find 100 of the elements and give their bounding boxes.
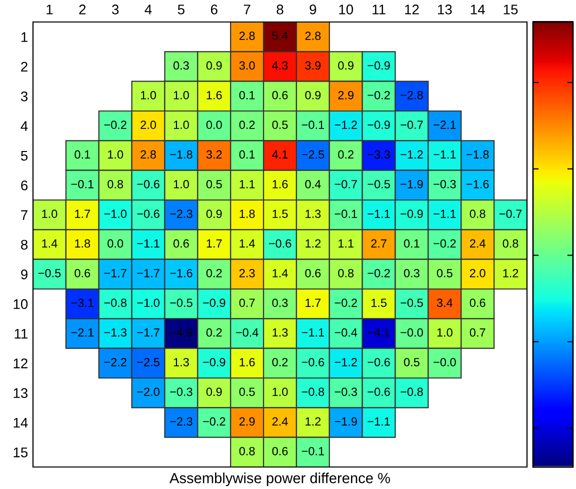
data-label: 2.3 bbox=[239, 268, 255, 278]
data-label: 3.0 bbox=[239, 61, 255, 70]
data-label: −1.2 bbox=[334, 120, 357, 129]
data-label: −0.6 bbox=[302, 358, 324, 366]
data-label: −3.3 bbox=[368, 150, 390, 159]
data-label: 0.4 bbox=[305, 180, 321, 188]
data-label: 1.0 bbox=[174, 120, 189, 129]
x-tick-label: 15 bbox=[504, 4, 518, 14]
x-tick-label: 10 bbox=[339, 4, 354, 14]
x-tick-label: 4 bbox=[144, 4, 152, 14]
data-label: −0.4 bbox=[334, 328, 358, 337]
data-label: 0.9 bbox=[206, 61, 222, 70]
data-label: 2.4 bbox=[272, 417, 288, 426]
x-tick-label: 13 bbox=[438, 4, 452, 14]
y-tick-label: 2 bbox=[21, 62, 28, 72]
data-label: 0.0 bbox=[108, 239, 124, 248]
data-label: 0.8 bbox=[239, 446, 255, 456]
data-label: −0.1 bbox=[71, 180, 94, 188]
data-label: 3.9 bbox=[305, 61, 321, 70]
data-label: −0.7 bbox=[499, 210, 522, 218]
data-label: 0.6 bbox=[470, 298, 486, 307]
data-label: −0.0 bbox=[434, 358, 456, 366]
data-label: −0.2 bbox=[368, 90, 390, 100]
data-label: −0.3 bbox=[334, 388, 357, 396]
y-tick-label: 8 bbox=[21, 240, 28, 250]
data-label: −0.1 bbox=[302, 446, 324, 456]
data-label: 1.6 bbox=[206, 90, 222, 100]
data-label: 0.7 bbox=[470, 328, 486, 337]
data-label: −2.8 bbox=[400, 90, 423, 100]
data-label: −0.9 bbox=[203, 298, 226, 307]
data-label: 0.9 bbox=[338, 61, 354, 70]
data-label: −0.9 bbox=[368, 61, 390, 70]
data-label: −0.0 bbox=[400, 328, 423, 337]
data-label: 0.5 bbox=[272, 120, 288, 129]
y-tick-label: 1 bbox=[21, 32, 28, 42]
data-label: 1.6 bbox=[272, 180, 288, 188]
data-label: −0.6 bbox=[137, 210, 160, 218]
data-label: 0.1 bbox=[74, 150, 90, 159]
data-label: −0.5 bbox=[400, 298, 423, 307]
data-label: −0.2 bbox=[368, 268, 390, 278]
data-label: 2.7 bbox=[371, 239, 386, 248]
data-label: −2.3 bbox=[170, 210, 192, 218]
data-label: −0.9 bbox=[400, 210, 423, 218]
data-label: 0.9 bbox=[206, 388, 222, 396]
data-label: −0.6 bbox=[137, 180, 160, 188]
data-label: −1.7 bbox=[104, 269, 126, 278]
data-label: −4.1 bbox=[368, 328, 390, 337]
data-label: 1.0 bbox=[42, 210, 58, 218]
x-axis-title: Assemblywise power difference % bbox=[170, 472, 390, 486]
data-label: 2.4 bbox=[470, 239, 486, 248]
data-label: −0.8 bbox=[400, 388, 423, 396]
data-label: 1.3 bbox=[174, 358, 189, 366]
y-tick-label: 10 bbox=[14, 299, 28, 310]
data-label: −1.1 bbox=[368, 210, 390, 218]
data-label: 0.5 bbox=[206, 180, 222, 188]
data-label: −0.7 bbox=[400, 120, 423, 129]
y-tick-label: 5 bbox=[20, 150, 28, 161]
data-label: −1.1 bbox=[302, 328, 324, 337]
data-label: −0.3 bbox=[434, 180, 456, 188]
x-tick-label: 2 bbox=[79, 4, 86, 14]
data-label: −0.5 bbox=[368, 180, 390, 188]
data-label: −2.3 bbox=[170, 417, 192, 426]
data-label: 0.9 bbox=[206, 210, 222, 218]
data-label: 0.6 bbox=[272, 446, 288, 456]
data-label: 0.6 bbox=[272, 90, 288, 100]
data-label: 3.2 bbox=[206, 150, 222, 159]
data-label: −1.7 bbox=[137, 328, 160, 337]
data-label: 1.0 bbox=[140, 90, 156, 100]
data-label: 1.0 bbox=[272, 388, 288, 396]
data-label: −1.7 bbox=[137, 269, 160, 278]
data-label: 2.9 bbox=[239, 417, 255, 426]
data-label: 1.8 bbox=[75, 239, 90, 248]
data-label: −1.1 bbox=[368, 417, 390, 426]
data-label: −1.8 bbox=[466, 150, 489, 159]
y-tick-label: 14 bbox=[14, 418, 28, 428]
data-label: −0.7 bbox=[334, 180, 357, 188]
data-label: 2.9 bbox=[338, 90, 354, 100]
data-label: −4.9 bbox=[170, 328, 192, 337]
data-label: −1.6 bbox=[466, 180, 489, 188]
data-label: −0.2 bbox=[203, 417, 226, 426]
data-label: 2.0 bbox=[140, 120, 156, 129]
data-label: 4.3 bbox=[272, 61, 288, 70]
data-label: 1.4 bbox=[42, 239, 58, 248]
x-tick-label: 7 bbox=[244, 4, 250, 14]
data-label: −0.2 bbox=[434, 239, 456, 248]
data-label: −1.1 bbox=[137, 239, 160, 248]
data-label: −2.5 bbox=[302, 150, 324, 159]
data-label: 1.1 bbox=[338, 239, 354, 248]
data-label: 0.1 bbox=[239, 90, 255, 100]
y-tick-label: 12 bbox=[14, 358, 28, 368]
y-tick-label: 4 bbox=[20, 121, 28, 131]
data-label: 0.8 bbox=[338, 268, 354, 278]
x-tick-label: 6 bbox=[210, 4, 218, 14]
y-tick-label: 9 bbox=[21, 270, 28, 280]
data-label: −2.1 bbox=[434, 120, 456, 129]
data-label: −0.5 bbox=[170, 298, 192, 307]
data-label: 0.7 bbox=[239, 298, 255, 307]
data-label: 1.2 bbox=[503, 268, 518, 278]
data-label: −1.1 bbox=[434, 150, 456, 159]
data-label: 1.7 bbox=[75, 210, 90, 218]
